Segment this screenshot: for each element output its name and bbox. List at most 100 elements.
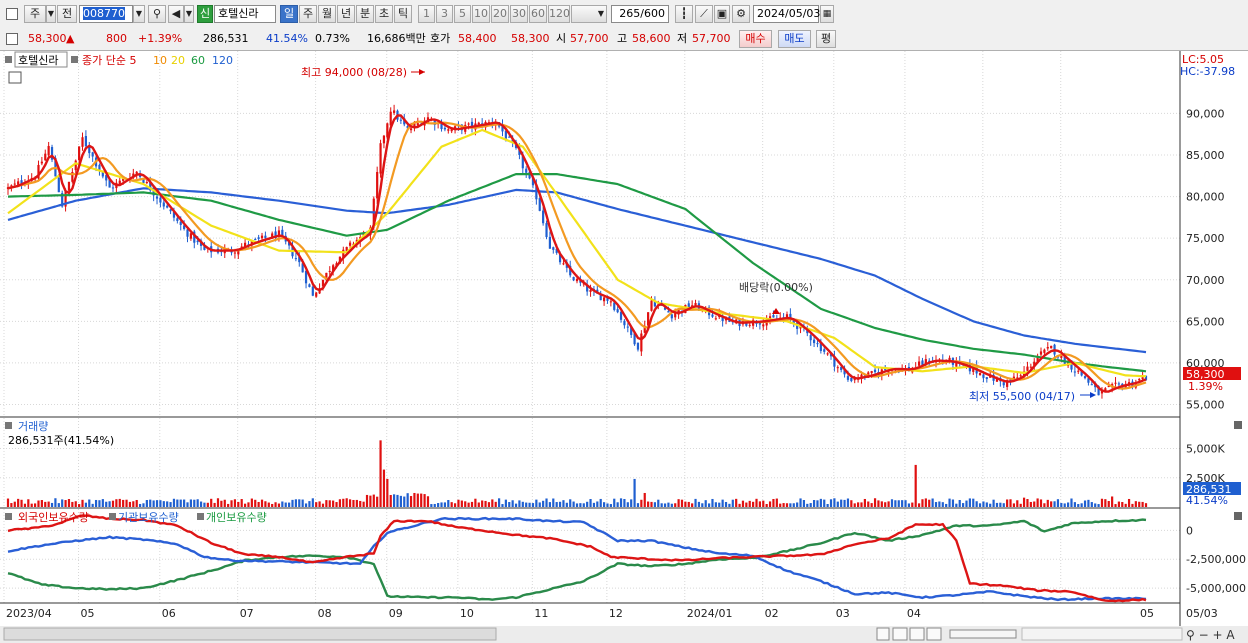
chart-scrollbar[interactable] — [3, 627, 497, 641]
volume-bar — [1087, 499, 1090, 507]
gear-icon[interactable]: ⚙ — [732, 5, 750, 23]
candle — [711, 314, 714, 317]
candle — [531, 177, 535, 186]
candle — [382, 135, 386, 144]
interval-button-120[interactable]: 120 — [548, 5, 570, 23]
volume-bar — [291, 499, 294, 507]
zoom-slider[interactable] — [949, 629, 1017, 639]
volume-bar — [917, 503, 921, 507]
period-dropdown[interactable]: 주 — [24, 5, 46, 23]
x-tick-13: 05 — [1140, 607, 1154, 620]
volume-bar — [399, 495, 402, 507]
chevron-down-icon[interactable]: ▼ — [46, 5, 56, 23]
volume-bar — [928, 499, 931, 507]
speaker-dropdown-icon[interactable]: ▼ — [184, 5, 194, 23]
candle — [1050, 345, 1053, 349]
interval-button-60[interactable]: 60 — [529, 5, 547, 23]
interval-button-20[interactable]: 20 — [491, 5, 509, 23]
volume-bar — [325, 500, 328, 507]
volume-bar — [694, 498, 697, 507]
period-tab-3[interactable]: 년 — [337, 5, 355, 23]
candle — [792, 320, 795, 324]
interval-button-30[interactable]: 30 — [510, 5, 528, 23]
volume-bar — [233, 499, 237, 507]
volume-current-text: 286,531주(41.54%) — [8, 434, 114, 447]
holding-close-icon[interactable] — [1234, 512, 1242, 520]
zoom-controls-icon[interactable]: ⚲ − + A — [1186, 628, 1235, 642]
draw-tool-icon[interactable]: ⟋ — [695, 5, 713, 23]
stop-icon[interactable] — [909, 627, 925, 641]
volume-bar — [1063, 503, 1066, 507]
volume-bar — [176, 499, 179, 507]
sell-button[interactable]: 매도 — [778, 30, 811, 48]
rewind-icon[interactable] — [892, 627, 908, 641]
volume-bar — [968, 498, 971, 507]
window-menu-icon[interactable] — [6, 8, 18, 20]
volume-bar — [582, 503, 585, 507]
x-tick-7: 11 — [534, 607, 548, 620]
volume-bar — [6, 498, 10, 507]
lc-label: LC:5.05 — [1182, 53, 1224, 66]
price-tick-7: 55,000 — [1186, 399, 1225, 412]
volume-close-icon[interactable] — [1234, 421, 1242, 429]
stock-code-input[interactable]: 008770 — [79, 5, 133, 23]
bid-price: 58,300 — [511, 32, 550, 45]
calendar-icon[interactable]: ▦ — [820, 5, 834, 23]
volume-bar — [1067, 502, 1070, 507]
candle — [609, 301, 612, 303]
period-tab-5[interactable]: 초 — [375, 5, 393, 23]
save-icon[interactable]: ▣ — [714, 5, 730, 23]
period-tab-0[interactable]: 일 — [280, 5, 298, 23]
volume-bar — [857, 502, 860, 507]
volume-bar — [531, 503, 535, 507]
interval-button-1[interactable]: 1 — [418, 5, 435, 23]
ma60-legend: 60 — [191, 54, 205, 67]
search-icon[interactable]: ⚲ — [148, 5, 166, 23]
stock-name-field[interactable]: 호텔신라 — [214, 5, 276, 23]
candle — [98, 164, 101, 171]
volume-bar — [985, 502, 988, 507]
volume-bar — [430, 504, 433, 507]
interval-button-10[interactable]: 10 — [472, 5, 490, 23]
volume-bar — [172, 498, 176, 507]
period-tab-6[interactable]: 틱 — [394, 5, 412, 23]
volume-bar — [389, 494, 392, 507]
prev-button[interactable]: 전 — [57, 5, 77, 23]
candle — [1090, 384, 1093, 386]
volume-bar — [20, 499, 23, 507]
bar-count-total: /600 — [640, 7, 665, 20]
period-tab-1[interactable]: 주 — [299, 5, 317, 23]
fast-forward-icon[interactable] — [926, 627, 942, 641]
candle — [663, 307, 667, 310]
stock-chart[interactable]: 90,000 85,000 80,000 75,000 70,000 65,000 60,0… — [0, 51, 1248, 643]
code-dropdown-icon[interactable]: ▼ — [133, 5, 145, 23]
interval-dropdown[interactable]: ▼ — [571, 5, 607, 23]
volume-bar — [836, 501, 839, 507]
scroll-right-icon[interactable] — [876, 627, 890, 641]
volume-bar — [342, 498, 345, 507]
quote-menu-icon[interactable] — [6, 33, 18, 45]
table-icon[interactable] — [8, 71, 22, 84]
period-tab-4[interactable]: 분 — [356, 5, 374, 23]
date-input[interactable]: 2024/05/03 — [753, 5, 820, 23]
tool-icons[interactable] — [1021, 627, 1183, 641]
volume-bar — [758, 501, 761, 507]
flat-button[interactable]: 평 — [816, 30, 836, 48]
candle — [325, 272, 328, 281]
speaker-icon[interactable]: ◀ — [168, 5, 184, 23]
volume-bar — [812, 500, 816, 507]
period-tab-2[interactable]: 월 — [318, 5, 336, 23]
buy-button[interactable]: 매수 — [739, 30, 772, 48]
volume-bar — [514, 503, 518, 507]
individual-holding-title: 개인보유수량 — [206, 511, 267, 524]
volume-panel-marker — [5, 422, 12, 429]
volume-bar — [54, 498, 57, 507]
bar-count-input[interactable]: 265/600 — [611, 5, 669, 23]
candle — [260, 235, 264, 239]
volume-bar — [237, 501, 240, 507]
interval-button-5[interactable]: 5 — [454, 5, 471, 23]
high-label: 고 — [617, 32, 628, 45]
candle-type-icon[interactable]: ┇ — [675, 5, 693, 23]
volume-bar — [958, 500, 961, 507]
interval-button-3[interactable]: 3 — [436, 5, 453, 23]
